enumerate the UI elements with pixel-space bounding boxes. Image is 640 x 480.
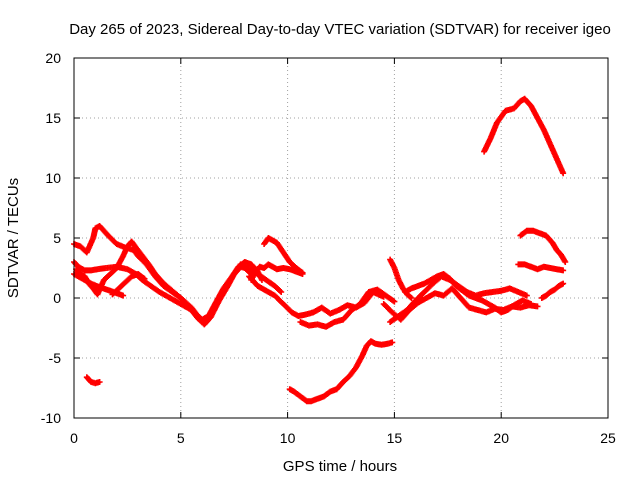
series-track-19 [538, 280, 567, 301]
y-tick-label: 20 [45, 50, 61, 66]
y-tick-label: 15 [45, 110, 61, 126]
data-point [534, 303, 541, 310]
data-point [278, 289, 285, 295]
data-point [528, 301, 535, 307]
series-track-5 [109, 271, 148, 298]
data-point [389, 339, 396, 346]
x-tick-label: 10 [280, 430, 296, 446]
x-tick-label: 20 [493, 430, 509, 446]
chart-title: Day 265 of 2023, Sidereal Day-to-day VTE… [69, 21, 611, 38]
series-track-17 [515, 261, 567, 274]
data-point [277, 288, 284, 294]
data-point [141, 275, 148, 282]
y-tick-label: -10 [41, 410, 61, 426]
y-tick-label: 0 [53, 290, 61, 306]
series-track-8 [261, 235, 306, 276]
data-point [562, 259, 569, 265]
x-tick-label: 5 [177, 430, 185, 446]
series-track-6 [83, 374, 103, 387]
x-tick-label: 25 [600, 430, 616, 446]
data-point [560, 267, 567, 274]
data-point [407, 294, 414, 301]
data-point [560, 170, 567, 177]
data-points [71, 95, 569, 405]
series-track-18 [517, 227, 569, 265]
data-point [96, 379, 103, 385]
series-track-11 [286, 338, 396, 405]
data-point [560, 280, 567, 287]
series-track-10 [297, 286, 398, 330]
data-point [391, 298, 398, 305]
data-point [299, 269, 306, 276]
y-tick-label: 10 [45, 170, 61, 186]
y-tick-label: 5 [53, 230, 61, 246]
axis-ticks: 0 5 10 15 20 25 -10 -5 0 5 10 15 20 [41, 50, 616, 446]
x-tick-label: 0 [70, 430, 78, 446]
data-point [408, 295, 415, 301]
series-track-3 [73, 238, 285, 328]
y-axis-label: SDTVAR / TECUs [5, 178, 22, 298]
x-axis-label: GPS time / hours [283, 458, 397, 475]
series-track-9 [246, 273, 387, 319]
y-tick-label: -5 [49, 350, 62, 366]
x-tick-label: 15 [387, 430, 403, 446]
series-track-16 [481, 95, 567, 177]
data-point [523, 292, 530, 299]
series-track-15 [387, 256, 415, 301]
data-point [120, 292, 127, 299]
